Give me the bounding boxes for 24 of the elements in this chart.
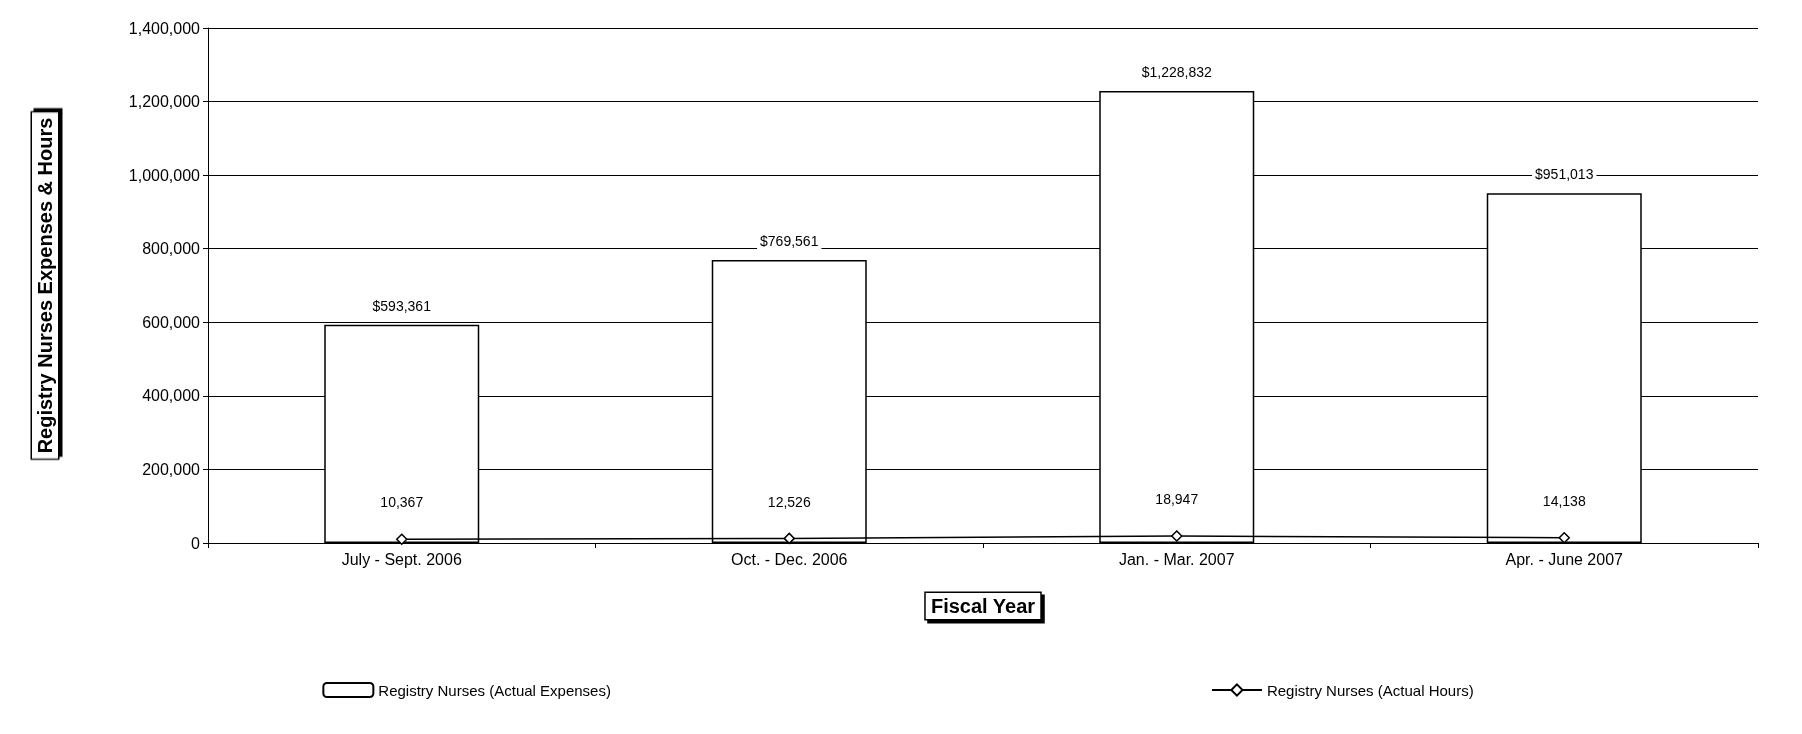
y-tick-label: 0 xyxy=(191,534,201,552)
data-label: 14,138 xyxy=(1542,493,1586,510)
data-label: 18,947 xyxy=(1155,491,1199,508)
data-label: $1,228,832 xyxy=(1141,63,1212,80)
x-tick-label: Apr. - June 2007 xyxy=(1505,550,1624,568)
x-tick-label: Jan. - Mar. 2007 xyxy=(1118,550,1235,568)
y-tick-label: 1,400,000 xyxy=(128,19,201,37)
y-tick-label: 800,000 xyxy=(142,240,201,258)
y-tick-label: 1,200,000 xyxy=(128,93,201,111)
data-label: $593,361 xyxy=(372,297,432,314)
y-tick-label: 1,000,000 xyxy=(128,166,201,184)
y-tick-label: 600,000 xyxy=(142,313,201,331)
x-axis-title: Fiscal Year xyxy=(930,595,1036,617)
legend-label: Registry Nurses (Actual Expenses) xyxy=(378,681,611,699)
y-tick-label: 200,000 xyxy=(142,460,201,478)
legend-label: Registry Nurses (Actual Hours) xyxy=(1266,681,1474,699)
y-axis-title: Registry Nurses Expenses & Hours xyxy=(34,117,56,454)
data-label: $769,561 xyxy=(760,232,819,249)
x-tick-label: Oct. - Dec. 2006 xyxy=(731,550,848,568)
y-tick-label: 400,000 xyxy=(142,387,201,405)
data-label: 10,367 xyxy=(380,494,424,511)
x-tick-label: July - Sept. 2006 xyxy=(341,550,462,568)
data-label: $951,013 xyxy=(1535,166,1594,183)
data-label: 12,526 xyxy=(767,493,811,510)
